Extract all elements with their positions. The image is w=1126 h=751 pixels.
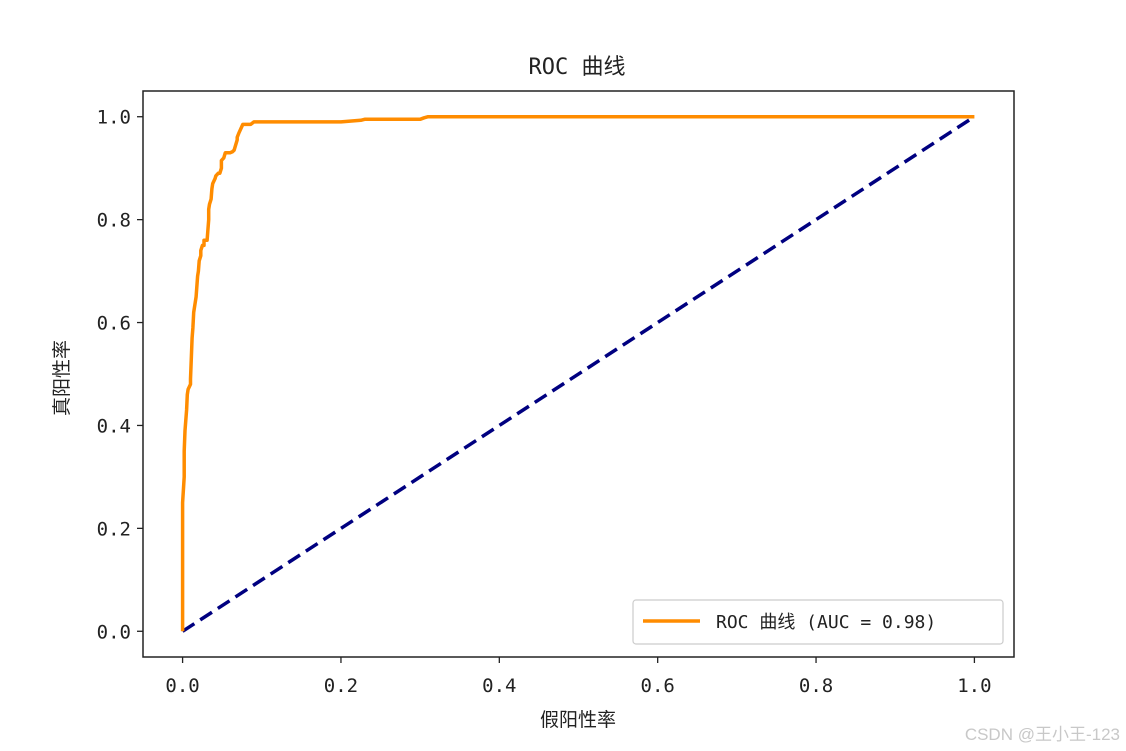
x-tick-label: 0.2	[324, 675, 358, 697]
y-tick-label: 0.8	[97, 210, 131, 232]
x-axis: 0.0 0.2 0.4 0.6 0.8 1.0	[165, 657, 992, 697]
legend-box	[632, 599, 1004, 645]
legend-label-roc: ROC 曲线 (AUC = 0.98)	[716, 612, 936, 633]
y-tick-label: 0.6	[97, 313, 131, 335]
x-axis-label: 假阳性率	[540, 709, 616, 731]
chance-diagonal-line	[181, 115, 976, 633]
plot-frame	[142, 90, 1015, 658]
x-tick-label: 0.6	[641, 675, 675, 697]
y-axis: 0.0 0.2 0.4 0.6 0.8 1.0	[97, 107, 143, 643]
y-tick-label: 1.0	[97, 107, 131, 129]
series-layer	[180, 114, 976, 633]
chart-title: ROC 曲线	[529, 55, 626, 80]
legend: ROC 曲线 (AUC = 0.98)	[632, 599, 1004, 645]
watermark: CSDN @王小王-123	[964, 725, 1120, 744]
x-tick-label: 0.4	[482, 675, 516, 697]
roc-curve-line	[180, 114, 975, 632]
y-axis-label: 真阳性率	[51, 340, 73, 416]
y-tick-label: 0.2	[97, 518, 131, 540]
x-tick-label: 1.0	[957, 675, 991, 697]
x-tick-label: 0.0	[165, 675, 199, 697]
y-tick-label: 0.4	[97, 415, 131, 437]
y-tick-label: 0.0	[97, 621, 131, 643]
x-tick-label: 0.8	[799, 675, 833, 697]
